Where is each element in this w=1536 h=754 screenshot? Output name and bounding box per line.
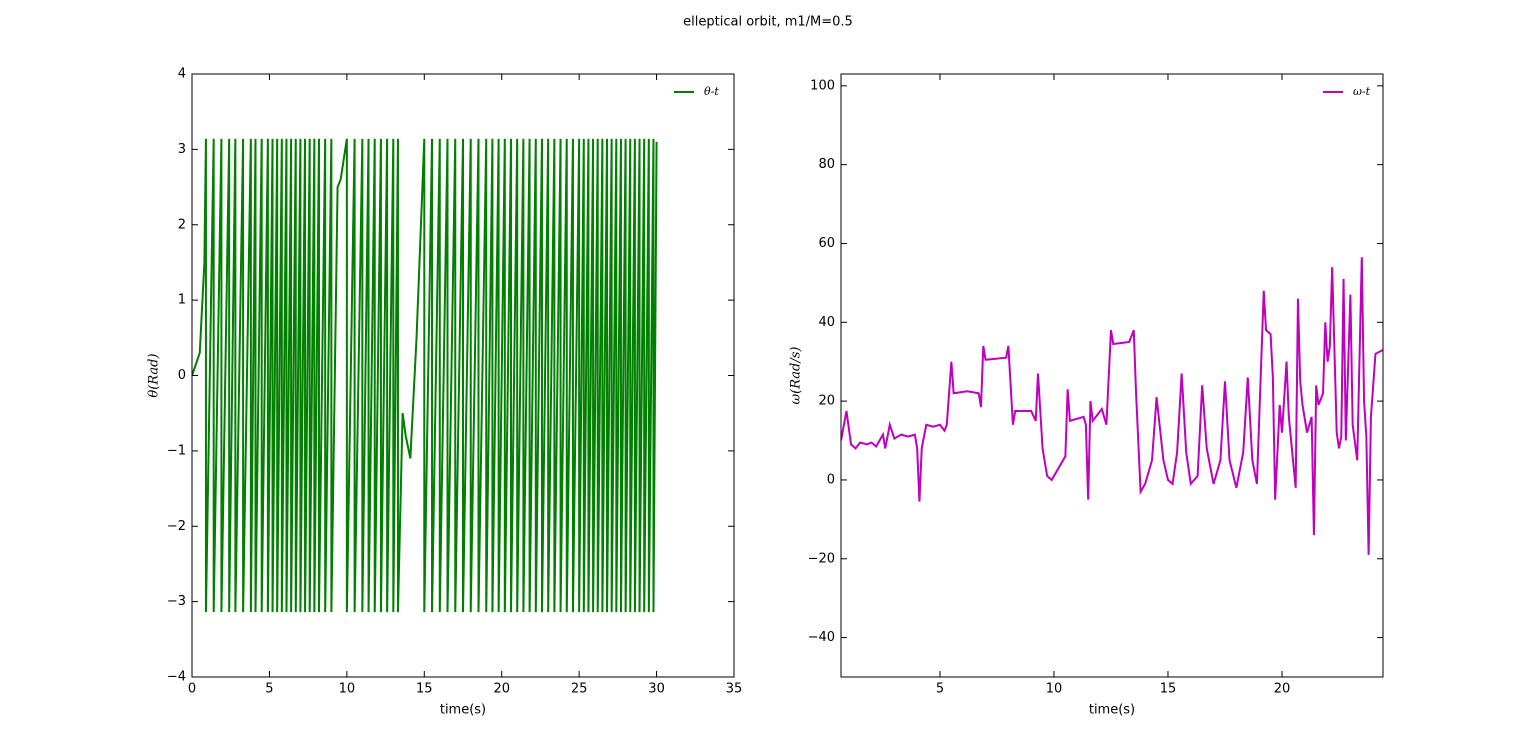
legend-label: ω-t bbox=[1353, 85, 1371, 98]
x-tick-label: 10 bbox=[1046, 682, 1063, 697]
legend-label: θ-t bbox=[704, 85, 719, 98]
x-tick-label: 5 bbox=[936, 682, 944, 697]
y-tick-label: −20 bbox=[808, 551, 835, 566]
y-tick-label: 4 bbox=[178, 67, 186, 82]
y-tick-label: −4 bbox=[167, 670, 186, 685]
x-tick-label: 15 bbox=[416, 682, 433, 697]
y-tick-label: 0 bbox=[827, 472, 835, 487]
y-tick-label: −2 bbox=[167, 519, 186, 534]
y-axis-label: ω(Rad/s) bbox=[789, 347, 804, 405]
x-tick-label: 5 bbox=[265, 682, 273, 697]
x-axis-label: time(s) bbox=[440, 703, 486, 718]
y-tick-label: 20 bbox=[818, 394, 835, 409]
y-tick-label: 3 bbox=[178, 142, 186, 157]
y-tick-label: 60 bbox=[818, 236, 835, 251]
y-tick-label: 2 bbox=[178, 217, 186, 232]
x-tick-label: 20 bbox=[493, 682, 510, 697]
y-tick-label: −40 bbox=[808, 630, 835, 645]
x-tick-label: 25 bbox=[571, 682, 588, 697]
x-tick-label: 15 bbox=[1160, 682, 1177, 697]
x-tick-label: 20 bbox=[1274, 682, 1291, 697]
y-axis-label: θ(Rad) bbox=[147, 353, 162, 397]
y-tick-label: 40 bbox=[818, 315, 835, 330]
y-tick-label: 100 bbox=[810, 78, 835, 93]
axes-frame bbox=[840, 73, 1384, 678]
x-axis-label: time(s) bbox=[1089, 703, 1135, 718]
y-tick-label: −3 bbox=[167, 594, 186, 609]
x-tick-label: 30 bbox=[648, 682, 665, 697]
data-line bbox=[841, 257, 1383, 555]
x-tick-label: 35 bbox=[726, 682, 743, 697]
y-tick-label: 0 bbox=[178, 368, 186, 383]
y-tick-label: −1 bbox=[167, 443, 186, 458]
data-line bbox=[192, 138, 658, 613]
x-tick-label: 10 bbox=[339, 682, 356, 697]
figure-title: elleptical orbit, m1/M=0.5 bbox=[683, 15, 853, 30]
x-tick-label: 0 bbox=[188, 682, 196, 697]
y-tick-label: 1 bbox=[178, 293, 186, 308]
y-tick-label: 80 bbox=[818, 157, 835, 172]
